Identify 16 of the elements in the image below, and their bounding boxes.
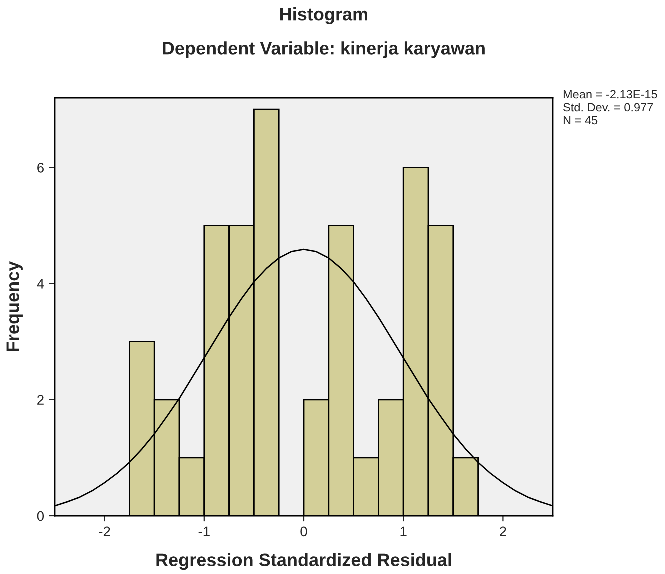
x-axis-title: Regression Standardized Residual xyxy=(156,553,452,570)
chart-subtitle: Dependent Variable: kinerja karyawan xyxy=(163,42,485,58)
x-tick-label: 1 xyxy=(400,526,407,536)
x-tick-label: -2 xyxy=(99,526,110,536)
x-tick-label: -1 xyxy=(198,526,210,536)
y-tick-label: 4 xyxy=(37,279,44,289)
text: Std. Dev. = 0.977 xyxy=(564,103,654,112)
y-tick-label: 2 xyxy=(38,395,44,405)
x-tick-label: 2 xyxy=(500,526,506,536)
x-tick-label: 0 xyxy=(300,526,308,537)
text: N = 45 xyxy=(564,116,598,125)
chart-title: Histogram xyxy=(280,8,368,24)
y-tick-label: 6 xyxy=(38,163,44,173)
y-axis-title: Frequency xyxy=(6,261,23,352)
y-tick-label: 0 xyxy=(37,511,44,522)
text: Mean = -2.13E-15 xyxy=(564,90,658,99)
